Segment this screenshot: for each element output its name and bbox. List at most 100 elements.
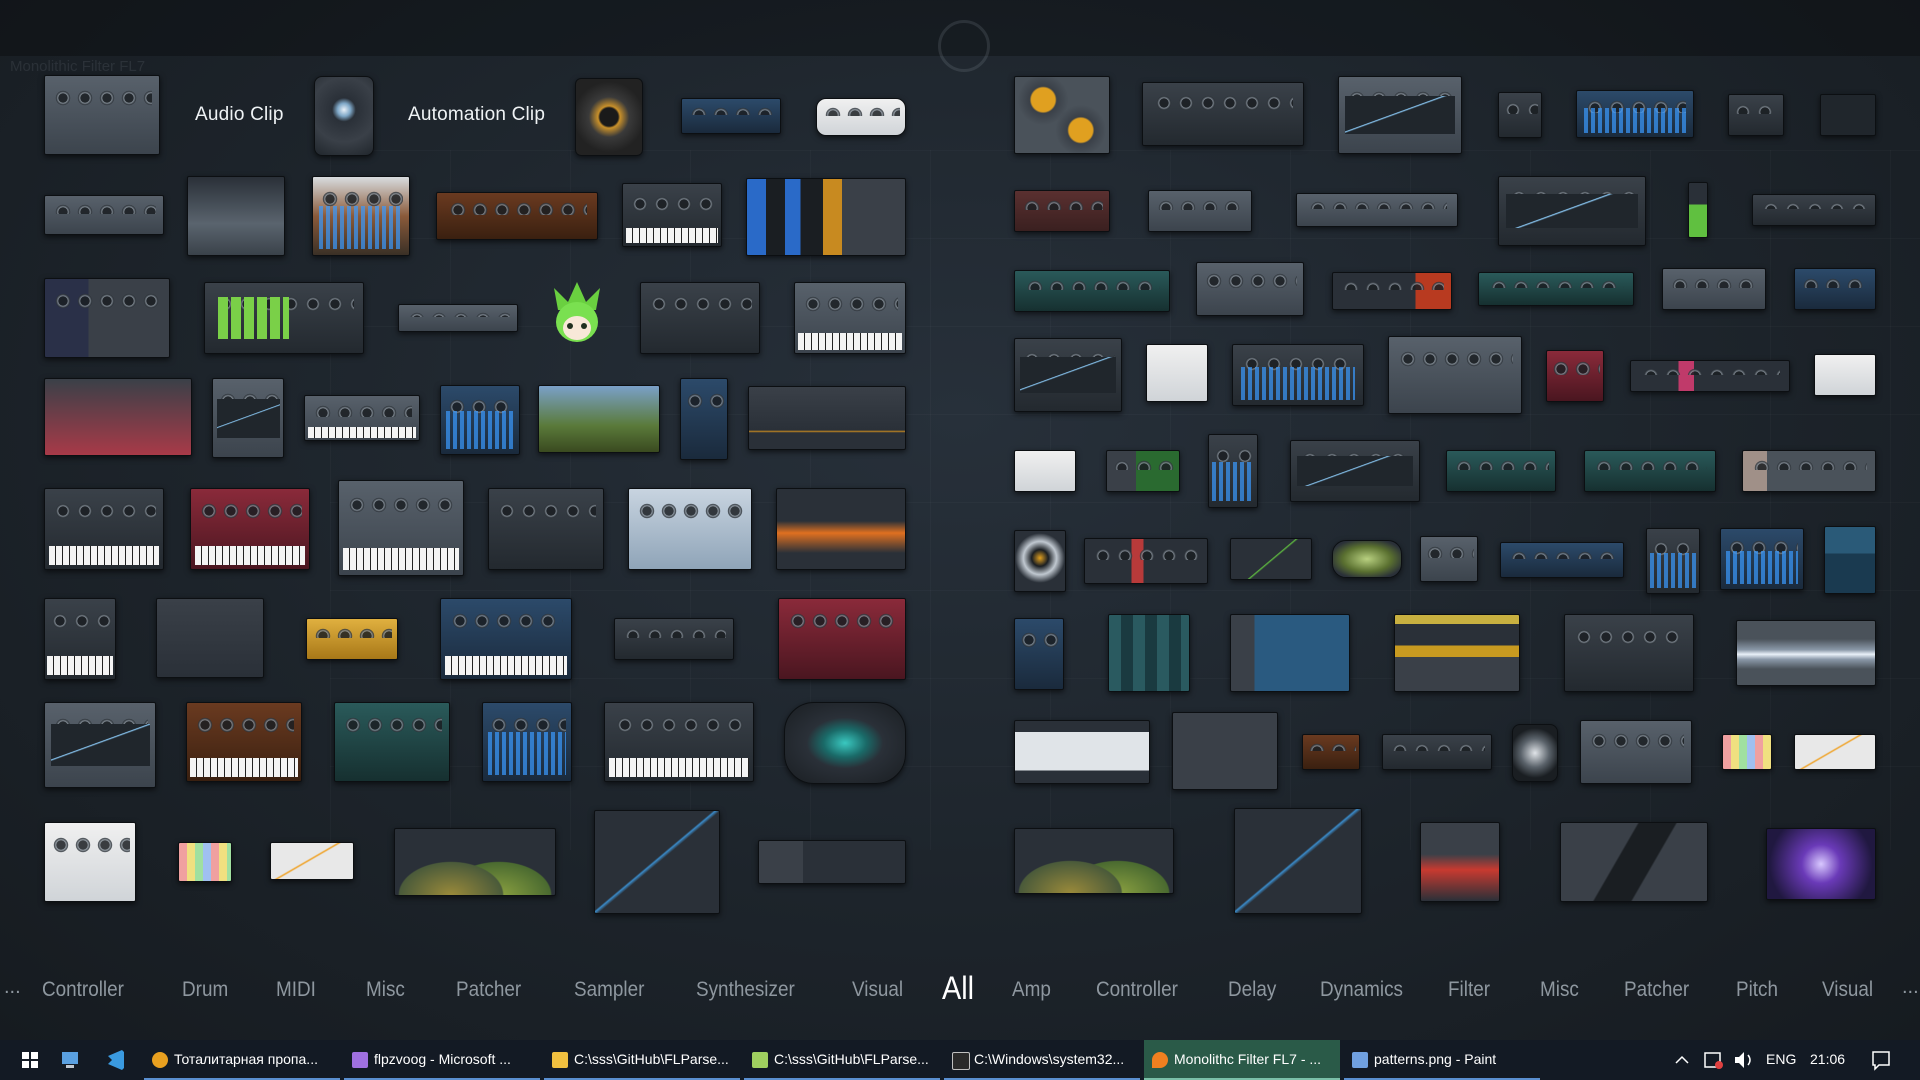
category-right-delay[interactable]: Delay bbox=[1228, 978, 1277, 1001]
plugin-thumb-fruity-vocoder[interactable] bbox=[1646, 528, 1700, 594]
plugin-thumb-fruity-phaser[interactable] bbox=[1446, 450, 1556, 492]
category-left-sampler[interactable]: Sampler bbox=[574, 978, 645, 1001]
plugin-thumb-visual-eq-2[interactable] bbox=[1014, 828, 1174, 894]
plugin-thumb-kepler[interactable] bbox=[212, 378, 284, 458]
plugin-thumb-piano-roll-colors-2[interactable] bbox=[1722, 734, 1772, 770]
plugin-thumb-groove-machine[interactable] bbox=[44, 488, 164, 570]
plugin-thumb-fpc-pads[interactable] bbox=[204, 282, 364, 354]
plugin-thumb-sytrus-keys[interactable] bbox=[186, 702, 302, 782]
plugin-thumb-fruity-spectroman-2[interactable] bbox=[1720, 528, 1804, 590]
plugin-thumb-beepmap[interactable] bbox=[575, 78, 643, 156]
plugin-thumb-flex[interactable] bbox=[44, 278, 170, 358]
plugin-thumb-blank-white-2[interactable] bbox=[1814, 354, 1876, 396]
plugin-thumb-zgameeditor-visualizer[interactable] bbox=[1766, 828, 1876, 900]
plugin-thumb-automation-curve[interactable] bbox=[594, 810, 720, 914]
plugin-thumb-fruity-flanger[interactable] bbox=[1478, 272, 1634, 306]
plugin-thumb-fruity-compressor[interactable] bbox=[1196, 262, 1304, 316]
plugin-thumb-fruity-blood-overdrive[interactable] bbox=[1302, 734, 1360, 770]
plugin-thumb-notebook[interactable] bbox=[1014, 450, 1076, 492]
windows-start-icon[interactable] bbox=[8, 1040, 52, 1080]
automation-clip-label[interactable]: Automation Clip bbox=[408, 104, 546, 125]
plugin-thumb-blank-white[interactable] bbox=[1146, 344, 1208, 402]
plugin-thumb-fruity-delay-3[interactable] bbox=[1752, 194, 1876, 226]
plugin-thumb-visual-eq[interactable] bbox=[394, 828, 556, 896]
plugin-thumb-fl-keys[interactable] bbox=[622, 183, 722, 247]
category-right-dynamics[interactable]: Dynamics bbox=[1320, 978, 1403, 1001]
plugin-thumb-midi-out[interactable] bbox=[338, 480, 464, 576]
taskbar-item-cmd[interactable]: C:\Windows\system32... bbox=[944, 1040, 1140, 1080]
plugin-thumb-sawer[interactable] bbox=[44, 702, 156, 788]
plugin-thumb-fruity-scratcher[interactable] bbox=[1742, 450, 1876, 492]
plugin-thumb-timecode[interactable] bbox=[1820, 94, 1876, 136]
plugin-thumb-toxic-biohazard[interactable] bbox=[784, 702, 906, 784]
plugin-thumb-fruity-waveshaper[interactable] bbox=[1824, 526, 1876, 594]
plugin-thumb-3xosc[interactable] bbox=[44, 75, 160, 155]
plugin-thumb-peak[interactable] bbox=[1728, 94, 1784, 136]
plugin-thumb-fruity-stereo-shaper[interactable] bbox=[1500, 542, 1624, 578]
category-overflow-right[interactable]: ... bbox=[1902, 976, 1919, 998]
plugin-thumb-boobass[interactable] bbox=[681, 98, 781, 134]
plugin-thumb-fruit-kick[interactable] bbox=[398, 304, 518, 332]
plugin-thumb-fruity-big-clock[interactable] bbox=[1382, 734, 1492, 770]
plugin-thumb-sytrus[interactable] bbox=[604, 702, 754, 782]
taskbar-item-notepad[interactable]: C:\sss\GitHub\FLParse... bbox=[744, 1040, 940, 1080]
plugin-thumb-fruity-love-philter[interactable] bbox=[1394, 614, 1520, 692]
plugin-thumb-patcher[interactable] bbox=[156, 598, 264, 678]
plugin-thumb-autogun[interactable] bbox=[314, 76, 374, 156]
category-left-patcher[interactable]: Patcher bbox=[456, 978, 522, 1001]
category-left-midi[interactable]: MIDI bbox=[276, 978, 316, 1001]
plugin-thumb-fruity-filter[interactable] bbox=[1014, 338, 1122, 412]
plugin-thumb-piano-roll-colors[interactable] bbox=[178, 842, 232, 882]
plugin-thumb-patcher-spectrum[interactable] bbox=[776, 488, 906, 570]
category-left-misc[interactable]: Misc bbox=[366, 978, 405, 1001]
category-right-controller[interactable]: Controller bbox=[1096, 978, 1178, 1001]
category-right-pitch[interactable]: Pitch bbox=[1736, 978, 1779, 1001]
category-left-synthesizer[interactable]: Synthesizer bbox=[696, 978, 795, 1001]
taskbar-item-visual-studio[interactable]: flpzvoog - Microsoft ... bbox=[344, 1040, 540, 1080]
plugin-thumb-convolver[interactable] bbox=[1498, 176, 1646, 246]
plugin-thumb-fruity-send[interactable] bbox=[1014, 530, 1066, 592]
category-overflow-left[interactable]: ... bbox=[4, 976, 21, 998]
network-computer-icon[interactable] bbox=[50, 1040, 90, 1080]
plugin-thumb-fruity-dx10[interactable] bbox=[794, 282, 906, 354]
plugin-thumb-hardcore[interactable] bbox=[1512, 724, 1558, 782]
language-indicator[interactable]: ENG bbox=[1766, 1051, 1797, 1067]
plugin-thumb-fruity-fast-dist-2[interactable] bbox=[1332, 272, 1452, 310]
plugin-thumb-fruity-reeverb[interactable] bbox=[1584, 450, 1716, 492]
plugin-thumb-fruity-slicer[interactable] bbox=[440, 385, 520, 455]
plugin-thumb-sakura[interactable] bbox=[778, 598, 906, 680]
plugin-thumb-parametric-eq2[interactable] bbox=[1290, 440, 1420, 502]
plugin-thumb-fruity-fast-dist[interactable] bbox=[1014, 190, 1110, 232]
plugin-thumb-fpc-orange[interactable] bbox=[436, 192, 598, 240]
plugin-thumb-fruity-send-volume[interactable] bbox=[1084, 538, 1208, 584]
plugin-thumb-wave-candy[interactable] bbox=[758, 840, 906, 884]
plugin-thumb-fruity-envelope[interactable] bbox=[1560, 822, 1708, 902]
plugin-thumb-envelope-curve[interactable] bbox=[270, 842, 354, 880]
plugin-thumb-newtime[interactable] bbox=[1108, 614, 1190, 692]
plugin-thumb-harmor[interactable] bbox=[190, 488, 310, 570]
plugin-thumb-meter[interactable] bbox=[1498, 92, 1542, 138]
plugin-thumb-spectroman[interactable] bbox=[1576, 90, 1694, 138]
plugin-thumb-fruity-vibrator[interactable] bbox=[680, 378, 728, 460]
plugin-thumb-patcher-2[interactable] bbox=[1172, 712, 1278, 790]
plugin-thumb-chrome[interactable] bbox=[816, 98, 906, 136]
plugin-thumb-layer[interactable] bbox=[304, 395, 420, 441]
plugin-thumb-drumaxx[interactable] bbox=[312, 176, 410, 256]
plugin-thumb-fruity-meter[interactable] bbox=[1688, 182, 1708, 238]
plugin-thumb-automation-curve-2[interactable] bbox=[1234, 808, 1362, 914]
taskbar-item-fl-studio[interactable]: Monolithc Filter FL7 - ... bbox=[1144, 1040, 1340, 1080]
chevron-up-icon[interactable] bbox=[1670, 1040, 1694, 1080]
plugin-thumb-dashboard[interactable] bbox=[44, 195, 164, 235]
taskbar-item-chrome[interactable]: Тоталитарная пропа... bbox=[144, 1040, 340, 1080]
plugin-thumb-plucked[interactable] bbox=[44, 598, 116, 680]
plugin-thumb-drumsynth[interactable] bbox=[640, 282, 760, 354]
category-right-filter[interactable]: Filter bbox=[1448, 978, 1491, 1001]
plugin-thumb-fruity-free-filter[interactable] bbox=[1794, 268, 1876, 310]
plugin-thumb-fruity-delay[interactable] bbox=[1148, 190, 1252, 232]
plugin-thumb-fruity-html[interactable] bbox=[1630, 360, 1790, 392]
plugin-thumb-fruity-flangus[interactable] bbox=[1662, 268, 1766, 310]
plugin-thumb-multiband-compressor[interactable] bbox=[1580, 720, 1692, 784]
plugin-thumb-poizone[interactable] bbox=[440, 598, 572, 680]
plugin-thumb-wave-candy-2[interactable] bbox=[1420, 822, 1500, 902]
volume-icon[interactable] bbox=[1730, 1040, 1758, 1080]
